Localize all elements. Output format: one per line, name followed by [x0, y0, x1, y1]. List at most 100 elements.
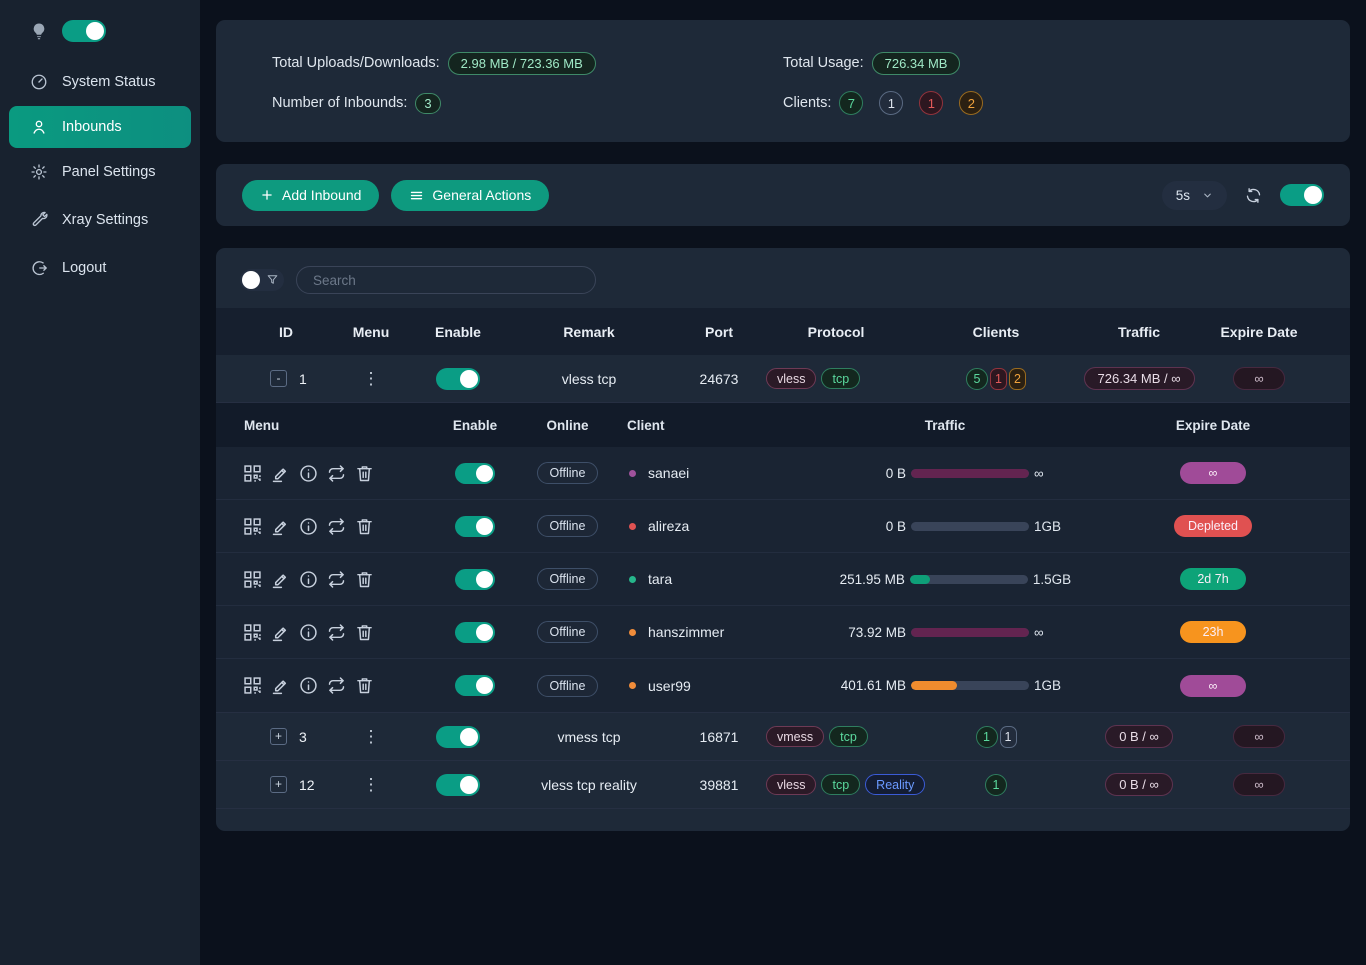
- qr-code-icon[interactable]: [242, 675, 263, 696]
- protocol-badge: tcp: [821, 368, 861, 389]
- traffic-limit: ∞: [1034, 465, 1044, 481]
- sidebar-item-system-status[interactable]: System Status: [0, 58, 200, 106]
- reset-traffic-icon[interactable]: [326, 675, 347, 696]
- general-actions-button[interactable]: General Actions: [391, 179, 550, 211]
- info-icon[interactable]: [298, 569, 319, 590]
- inbound-expire-badge: ∞: [1233, 367, 1285, 390]
- inbound-traffic-badge: 726.34 MB / ∞: [1083, 367, 1195, 390]
- client-row: Offline tara 251.95 MB 1.5GB 2d 7h: [216, 553, 1350, 606]
- protocol-badge: vless: [766, 368, 817, 389]
- header-traffic: Traffic: [1117, 323, 1160, 340]
- expand-row-button[interactable]: +: [270, 728, 287, 745]
- header-remark: Remark: [563, 323, 615, 340]
- traffic-bar: [911, 627, 1029, 637]
- client-count-badge: 1: [975, 725, 998, 748]
- row-menu-icon[interactable]: ⋮: [362, 774, 380, 794]
- traffic-limit: ∞: [1034, 624, 1044, 640]
- refresh-interval-select[interactable]: 5s: [1161, 180, 1227, 210]
- subheader-client: Client: [627, 417, 665, 433]
- lightbulb-icon: [30, 22, 48, 40]
- client-name: hanszimmer: [648, 624, 725, 640]
- reset-traffic-icon[interactable]: [326, 569, 347, 590]
- edit-icon[interactable]: [270, 622, 291, 643]
- qr-code-icon[interactable]: [242, 622, 263, 643]
- sidebar-item-inbounds[interactable]: Inbounds: [9, 106, 191, 148]
- header-port: Port: [705, 323, 733, 340]
- main-content: Total Uploads/Downloads: 2.98 MB / 723.3…: [200, 0, 1366, 965]
- search-input[interactable]: [296, 266, 596, 294]
- info-icon[interactable]: [298, 463, 319, 484]
- client-name: tara: [648, 571, 673, 587]
- sidebar-item-panel-settings[interactable]: Panel Settings: [0, 148, 200, 196]
- delete-icon[interactable]: [354, 516, 375, 537]
- filter-funnel-icon: [266, 273, 279, 286]
- row-menu-icon[interactable]: ⋮: [362, 726, 380, 746]
- client-enable-toggle[interactable]: [455, 675, 495, 696]
- delete-icon[interactable]: [354, 569, 375, 590]
- row-menu-icon[interactable]: ⋮: [362, 368, 380, 388]
- sidebar-item-label: Xray Settings: [62, 212, 149, 228]
- collapse-row-button[interactable]: -: [270, 370, 287, 387]
- traffic-bar: [911, 521, 1029, 531]
- info-icon[interactable]: [298, 675, 319, 696]
- clients-online-badge: 1: [879, 91, 904, 115]
- expand-row-button[interactable]: +: [270, 776, 287, 793]
- delete-icon[interactable]: [354, 463, 375, 484]
- client-enable-toggle[interactable]: [455, 515, 495, 537]
- reset-traffic-icon[interactable]: [326, 463, 347, 484]
- client-color-dot: [629, 628, 636, 636]
- delete-icon[interactable]: [354, 675, 375, 696]
- inbounds-count-badge: 3: [415, 92, 441, 114]
- protocol-badge: vmess: [766, 726, 825, 747]
- qr-code-icon[interactable]: [242, 569, 263, 590]
- client-expire-badge: 23h: [1180, 621, 1246, 643]
- inbound-row: + 12 ⋮ vless tcp reality 39881 vless tcp…: [216, 761, 1350, 809]
- client-enable-toggle[interactable]: [455, 462, 495, 484]
- edit-icon[interactable]: [270, 516, 291, 537]
- info-icon[interactable]: [298, 622, 319, 643]
- qr-code-icon[interactable]: [242, 516, 263, 537]
- client-enable-toggle[interactable]: [455, 568, 495, 590]
- header-expire: Expire Date: [1220, 323, 1298, 340]
- protocol-badge: tcp: [821, 774, 861, 795]
- stats-right-column: Total Usage: 726.34 MB Clients: 7 1 1 2: [783, 50, 1294, 116]
- protocol-badge: tcp: [829, 726, 868, 747]
- auto-refresh-toggle[interactable]: [1280, 184, 1324, 206]
- traffic-limit: 1GB: [1034, 518, 1062, 534]
- edit-icon[interactable]: [270, 569, 291, 590]
- inbound-row: + 3 ⋮ vmess tcp 16871 vmess tcp 1 1 0 B …: [216, 713, 1350, 761]
- inbound-enable-toggle[interactable]: [436, 367, 480, 390]
- traffic-bar: [911, 681, 1029, 690]
- inbound-enable-toggle[interactable]: [436, 725, 480, 748]
- inbound-traffic-badge: 0 B / ∞: [1105, 725, 1173, 748]
- reset-traffic-icon[interactable]: [326, 622, 347, 643]
- inbound-enable-toggle[interactable]: [436, 773, 480, 796]
- subheader-expire: Expire Date: [1175, 417, 1251, 433]
- inbound-id: 12: [299, 776, 315, 793]
- info-icon[interactable]: [298, 516, 319, 537]
- toolbar-card: Add Inbound General Actions 5s: [216, 164, 1350, 226]
- reset-traffic-icon[interactable]: [326, 516, 347, 537]
- sidebar-item-label: System Status: [62, 74, 156, 90]
- gear-icon: [30, 163, 48, 181]
- qr-code-icon[interactable]: [242, 463, 263, 484]
- refresh-icon[interactable]: [1245, 187, 1262, 204]
- online-status-badge: Offline: [536, 462, 599, 484]
- sidebar-item-xray-settings[interactable]: Xray Settings: [0, 196, 200, 244]
- filter-toggle[interactable]: [240, 269, 284, 291]
- add-inbound-button[interactable]: Add Inbound: [242, 179, 380, 211]
- header-enable: Enable: [435, 323, 481, 340]
- delete-icon[interactable]: [354, 622, 375, 643]
- sidebar-item-logout[interactable]: Logout: [0, 244, 200, 292]
- edit-icon[interactable]: [270, 463, 291, 484]
- client-enable-toggle[interactable]: [455, 621, 495, 643]
- edit-icon[interactable]: [270, 675, 291, 696]
- client-count-badge: 1: [990, 367, 1007, 390]
- subheader-online: Online: [546, 417, 589, 433]
- client-count-badge: 1: [985, 773, 1007, 796]
- client-row: Offline sanaei 0 B ∞ ∞: [216, 447, 1350, 500]
- inbound-expire-badge: ∞: [1233, 725, 1285, 748]
- dark-mode-toggle[interactable]: [62, 20, 106, 42]
- inbound-traffic-badge: 0 B / ∞: [1105, 773, 1173, 796]
- subheader-menu: Menu: [244, 417, 280, 433]
